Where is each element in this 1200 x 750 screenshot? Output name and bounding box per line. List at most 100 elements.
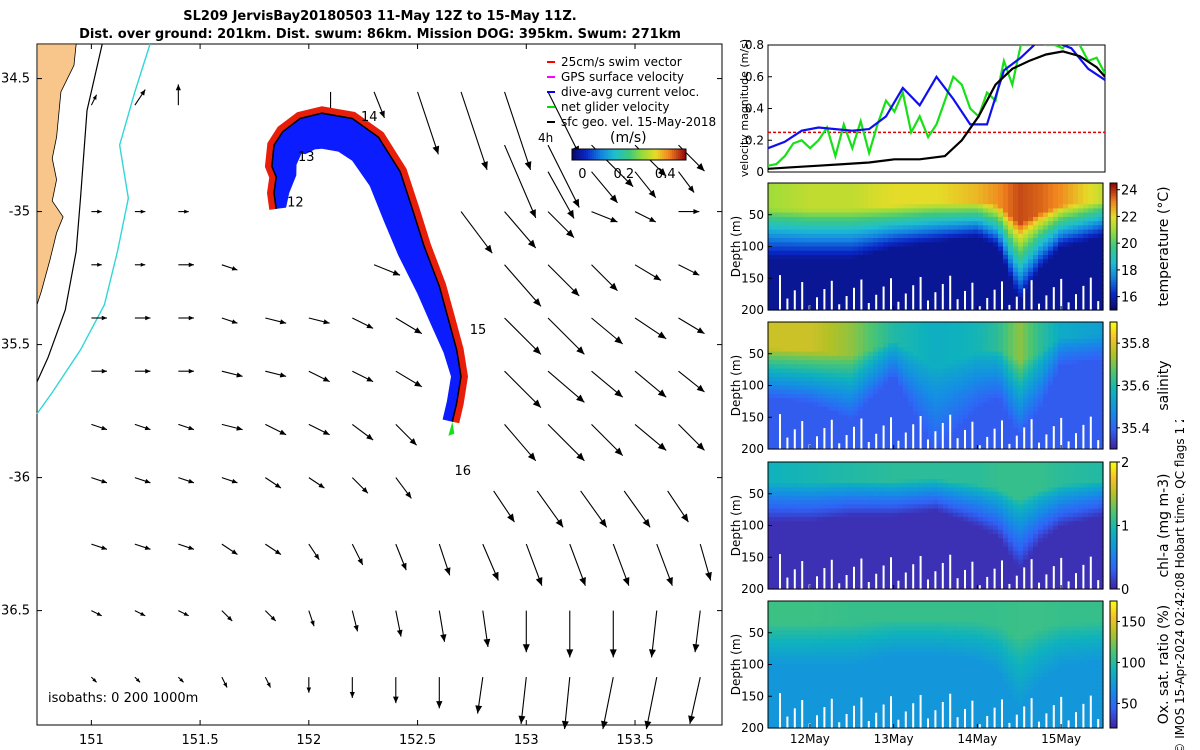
heatmap-cell xyxy=(843,462,849,467)
heatmap-cell xyxy=(1068,212,1074,218)
heatmap-cell xyxy=(973,280,979,286)
heatmap-cell xyxy=(773,389,779,395)
heatmap-cell xyxy=(1063,343,1069,348)
heatmap-cell xyxy=(823,512,829,518)
heatmap-cell xyxy=(933,271,939,277)
heatmap-cell xyxy=(1048,191,1054,197)
heatmap-cell xyxy=(908,398,914,403)
heatmap-cell xyxy=(1073,183,1079,188)
heatmap-cell xyxy=(883,364,889,370)
heatmap-cell xyxy=(878,355,884,361)
heatmap-cell xyxy=(888,326,894,331)
heatmap-cell xyxy=(1003,326,1009,331)
heatmap-cell xyxy=(848,360,854,365)
heatmap-cell xyxy=(1028,389,1034,395)
heatmap-cell xyxy=(873,347,879,353)
heatmap-cell xyxy=(993,394,999,399)
heatmap-cell xyxy=(838,406,844,412)
heatmap-cell xyxy=(828,246,834,252)
heatmap-cell xyxy=(773,259,779,264)
heatmap-cell xyxy=(788,372,794,378)
heatmap-cell xyxy=(808,284,814,290)
heatmap-cell xyxy=(808,372,814,378)
heatmap-cell xyxy=(808,508,814,514)
heatmap-cell xyxy=(933,284,939,290)
heatmap-cell xyxy=(793,267,799,273)
heatmap-cell xyxy=(793,470,799,476)
current-vector xyxy=(612,543,630,586)
heatmap-cell xyxy=(1033,402,1039,408)
heatmap-cell xyxy=(1043,276,1049,281)
heatmap-cell xyxy=(943,305,949,311)
heatmap-cell xyxy=(818,263,824,269)
heatmap-cell xyxy=(803,419,809,425)
heatmap-cell xyxy=(1033,305,1039,311)
heatmap-cell xyxy=(1068,326,1074,331)
heatmap-cell xyxy=(958,330,964,336)
heatmap-cell xyxy=(1043,415,1049,420)
heatmap-cell xyxy=(993,364,999,370)
heatmap-cell xyxy=(838,546,844,552)
heatmap-cell xyxy=(783,259,789,264)
heatmap-cell xyxy=(808,255,814,260)
heatmap-cell xyxy=(1053,267,1059,273)
colorbar-cell xyxy=(1110,370,1117,374)
heatmap-cell xyxy=(808,525,814,531)
heatmap-cell xyxy=(818,478,824,484)
heatmap-cell xyxy=(853,225,859,231)
heatmap-cell xyxy=(818,474,824,480)
heatmap-cell xyxy=(783,546,789,552)
heatmap-cell xyxy=(838,572,844,577)
heatmap-cell xyxy=(993,263,999,269)
current-vector xyxy=(306,677,312,693)
heatmap-cell xyxy=(998,377,1004,382)
heatmap-cell xyxy=(1053,326,1059,331)
heatmap-cell xyxy=(793,402,799,408)
heatmap-cell xyxy=(958,233,964,239)
colorbar-cell xyxy=(1110,256,1117,260)
heatmap-cell xyxy=(813,534,819,539)
heatmap-cell xyxy=(788,297,794,303)
heatmap-cell xyxy=(988,187,994,192)
heatmap-cell xyxy=(923,297,929,303)
heatmap-cell xyxy=(838,576,844,582)
colorbar-title: temperature (°C) xyxy=(1156,186,1172,306)
current-vector xyxy=(699,543,712,581)
heatmap-cell xyxy=(1093,322,1099,327)
heatmap-cell xyxy=(783,267,789,273)
heatmap-cell xyxy=(828,355,834,361)
heatmap-cell xyxy=(883,343,889,348)
heatmap-cell xyxy=(858,410,864,416)
heatmap-cell xyxy=(823,267,829,273)
heatmap-cell xyxy=(823,347,829,353)
heatmap-cell xyxy=(883,360,889,365)
heatmap-cell xyxy=(1018,394,1024,399)
heatmap-cell xyxy=(903,347,909,353)
heatmap-cell xyxy=(798,567,804,573)
heatmap-cell xyxy=(1053,402,1059,408)
colorbar-cell xyxy=(1110,238,1117,242)
heatmap-cell xyxy=(868,238,874,243)
heatmap-cell xyxy=(1048,305,1054,311)
colorbar-cell xyxy=(1110,332,1117,336)
heatmap-cell xyxy=(868,330,874,336)
heatmap-cell xyxy=(1043,229,1049,235)
heatmap-cell xyxy=(913,183,919,188)
heatmap-cell xyxy=(988,419,994,425)
heatmap-cell xyxy=(813,225,819,231)
heatmap-cell xyxy=(933,338,939,344)
heatmap-cell xyxy=(853,440,859,446)
heatmap-cell xyxy=(913,195,919,201)
heatmap-cell xyxy=(1068,221,1074,226)
heatmap-cell xyxy=(1008,440,1014,446)
heatmap-cell xyxy=(778,246,784,252)
heatmap-cell xyxy=(898,255,904,260)
heatmap-cell xyxy=(888,343,894,348)
heatmap-cell xyxy=(1008,432,1014,437)
heatmap-cell xyxy=(808,466,814,471)
heatmap-cell xyxy=(893,419,899,425)
heatmap-cell xyxy=(943,301,949,307)
colorbar-cell xyxy=(642,149,645,160)
heatmap-cell xyxy=(858,360,864,365)
heatmap-cell xyxy=(813,377,819,382)
